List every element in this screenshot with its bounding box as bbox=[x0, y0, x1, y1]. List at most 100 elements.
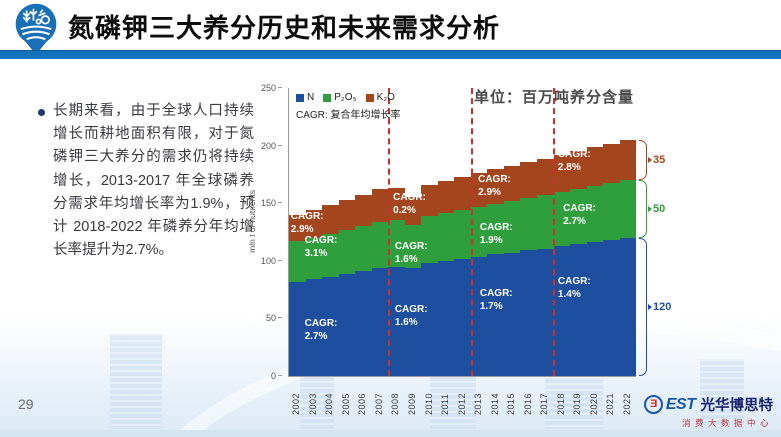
x-tick-label: 2017 bbox=[539, 392, 550, 415]
bar-segment bbox=[619, 139, 637, 181]
bar-segment bbox=[520, 162, 537, 199]
bar-2005 bbox=[338, 88, 356, 376]
bar-segment bbox=[553, 192, 571, 247]
bar-segment bbox=[404, 224, 422, 268]
bar-segment bbox=[355, 271, 372, 376]
x-tick-label: 2011 bbox=[440, 393, 451, 415]
bar-segment bbox=[520, 198, 537, 251]
bar-segment bbox=[586, 241, 604, 376]
bar-segment bbox=[487, 254, 504, 376]
x-tick-label: 2019 bbox=[572, 392, 583, 415]
y-tick-label: 0 bbox=[270, 371, 276, 381]
bullet-item: 长期来看，由于全球人口持续增长而耕地面积有限，对于氮磷钾三大养分的需求仍将持续增… bbox=[38, 100, 254, 262]
x-tick-label: 2018 bbox=[555, 392, 566, 415]
bar-segment bbox=[421, 185, 438, 217]
cagr-annotation: CAGR: 2.7% bbox=[304, 317, 338, 342]
x-tick-label: 2002 bbox=[291, 392, 302, 415]
bar-segment bbox=[305, 237, 323, 280]
bullet-text: 长期来看，由于全球人口持续增长而耕地面积有限，对于氮磷钾三大养分的需求仍将持续增… bbox=[53, 103, 254, 259]
period-divider-line bbox=[470, 88, 473, 376]
bar-2004 bbox=[322, 88, 339, 376]
page-number: 29 bbox=[18, 396, 34, 412]
bar-segment bbox=[470, 206, 488, 257]
plot-area: CAGR: 2.9% CAGR: 3.1% CAGR: 2.7% CAGR: 0.2% CAGR… bbox=[288, 88, 671, 377]
company-name: 光华博思特 bbox=[700, 398, 774, 414]
bar-segment bbox=[454, 259, 471, 376]
chart-legend: N P₂O₅ K₂O bbox=[296, 92, 395, 103]
legend-item-k: K₂O bbox=[365, 92, 395, 103]
bar-2019 bbox=[570, 88, 587, 376]
bar-segment bbox=[371, 189, 389, 222]
best-logo-icon: E bbox=[643, 395, 663, 414]
bar-segment bbox=[355, 225, 372, 272]
bar-segment bbox=[437, 213, 455, 261]
cagr-annotation: CAGR: 2.8% bbox=[557, 148, 591, 173]
slide-header: 氮磷钾三大养分历史和未来需求分析 bbox=[0, 0, 781, 58]
bar-2015 bbox=[503, 88, 521, 376]
y-tick-label: 250 bbox=[260, 83, 276, 93]
bar-2011 bbox=[437, 88, 455, 376]
bar-segment bbox=[388, 220, 405, 267]
bar-segment bbox=[536, 195, 554, 249]
bar-2007 bbox=[371, 88, 389, 376]
cagr-annotation: CAGR: 3.1% bbox=[304, 234, 338, 259]
bar-segment bbox=[570, 244, 587, 376]
y-tick-label: 150 bbox=[260, 198, 276, 209]
bar-2013 bbox=[470, 88, 488, 376]
y-tick-label: 100 bbox=[260, 255, 276, 266]
x-tick-label: 2021 bbox=[605, 392, 616, 415]
bar-segment bbox=[437, 180, 455, 213]
bar-2012 bbox=[454, 88, 471, 376]
segment-bracket bbox=[639, 237, 652, 376]
bar-segment bbox=[322, 204, 339, 235]
bar-segment bbox=[470, 173, 488, 207]
bar-segment bbox=[503, 252, 521, 376]
cagr-annotation: CAGR: 1.6% bbox=[394, 304, 428, 329]
bar-segment bbox=[619, 237, 637, 376]
cagr-annotation: CAGR: 0.2% bbox=[393, 192, 426, 217]
x-tick-label: 2010 bbox=[423, 392, 434, 415]
bar-segment bbox=[586, 185, 604, 242]
bar-segment bbox=[570, 189, 587, 245]
bar-2014 bbox=[487, 88, 504, 376]
bar-segment bbox=[454, 210, 471, 260]
bar-segment bbox=[338, 274, 356, 376]
bar-segment bbox=[338, 199, 356, 231]
x-tick-label: 2004 bbox=[324, 392, 335, 415]
cagr-annotation: CAGR: 1.4% bbox=[557, 276, 591, 301]
legend-item-n: N bbox=[296, 92, 314, 103]
cagr-annotation: CAGR: 2.7% bbox=[563, 202, 596, 227]
unit-label: 单位：百万吨养分含量 bbox=[474, 89, 635, 106]
bar-segment bbox=[421, 216, 438, 264]
x-tick-label: 2020 bbox=[588, 392, 599, 415]
bar-segment bbox=[388, 187, 405, 221]
bar-2017 bbox=[536, 88, 554, 376]
bar-segment bbox=[503, 166, 521, 202]
period-divider-line bbox=[388, 88, 391, 376]
page-title: 氮磷钾三大养分历史和未来需求分析 bbox=[68, 13, 501, 43]
legend-swatch-icon bbox=[365, 93, 374, 102]
bar-segment bbox=[371, 221, 389, 269]
cagr-annotation: CAGR: 2.9% bbox=[478, 173, 511, 198]
x-tick-label: 2006 bbox=[357, 392, 368, 415]
period-divider-line bbox=[553, 88, 556, 376]
bar-segment bbox=[603, 240, 620, 376]
bar-2016 bbox=[520, 88, 537, 376]
bullet-marker-icon bbox=[38, 109, 45, 116]
bar-segment bbox=[404, 197, 422, 225]
bar-segment bbox=[603, 143, 620, 184]
legend-swatch-icon bbox=[323, 93, 332, 102]
segment-total-label: 50 bbox=[653, 202, 666, 215]
bar-segment bbox=[586, 146, 604, 186]
x-tick-label: 2008 bbox=[390, 392, 401, 415]
y-tick-label: 200 bbox=[260, 140, 276, 151]
bar-segment bbox=[322, 276, 339, 376]
bar-2018 bbox=[553, 88, 571, 376]
segment-total-label: 120 bbox=[653, 300, 672, 313]
best-logo-text: EST bbox=[665, 395, 696, 413]
header-accent-bar bbox=[0, 50, 781, 59]
bar-segment bbox=[289, 241, 306, 282]
footer-logo: E EST 光华博思特 消费大数据中心 bbox=[643, 394, 774, 429]
